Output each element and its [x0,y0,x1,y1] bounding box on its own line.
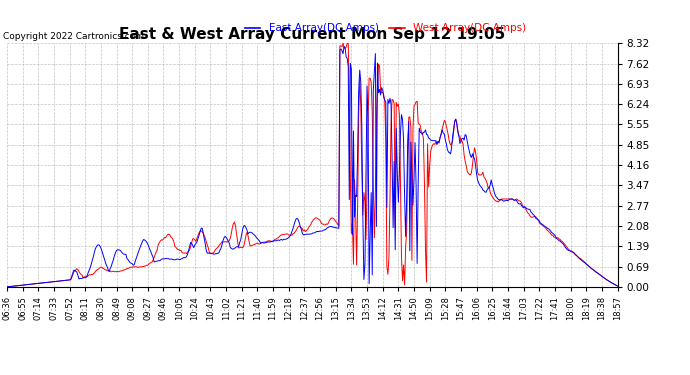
Title: East & West Array Current Mon Sep 12 19:05: East & West Array Current Mon Sep 12 19:… [119,27,505,42]
Text: Copyright 2022 Cartronics.com: Copyright 2022 Cartronics.com [3,32,144,41]
Legend: East Array(DC Amps), West Array(DC Amps): East Array(DC Amps), West Array(DC Amps) [241,19,531,38]
